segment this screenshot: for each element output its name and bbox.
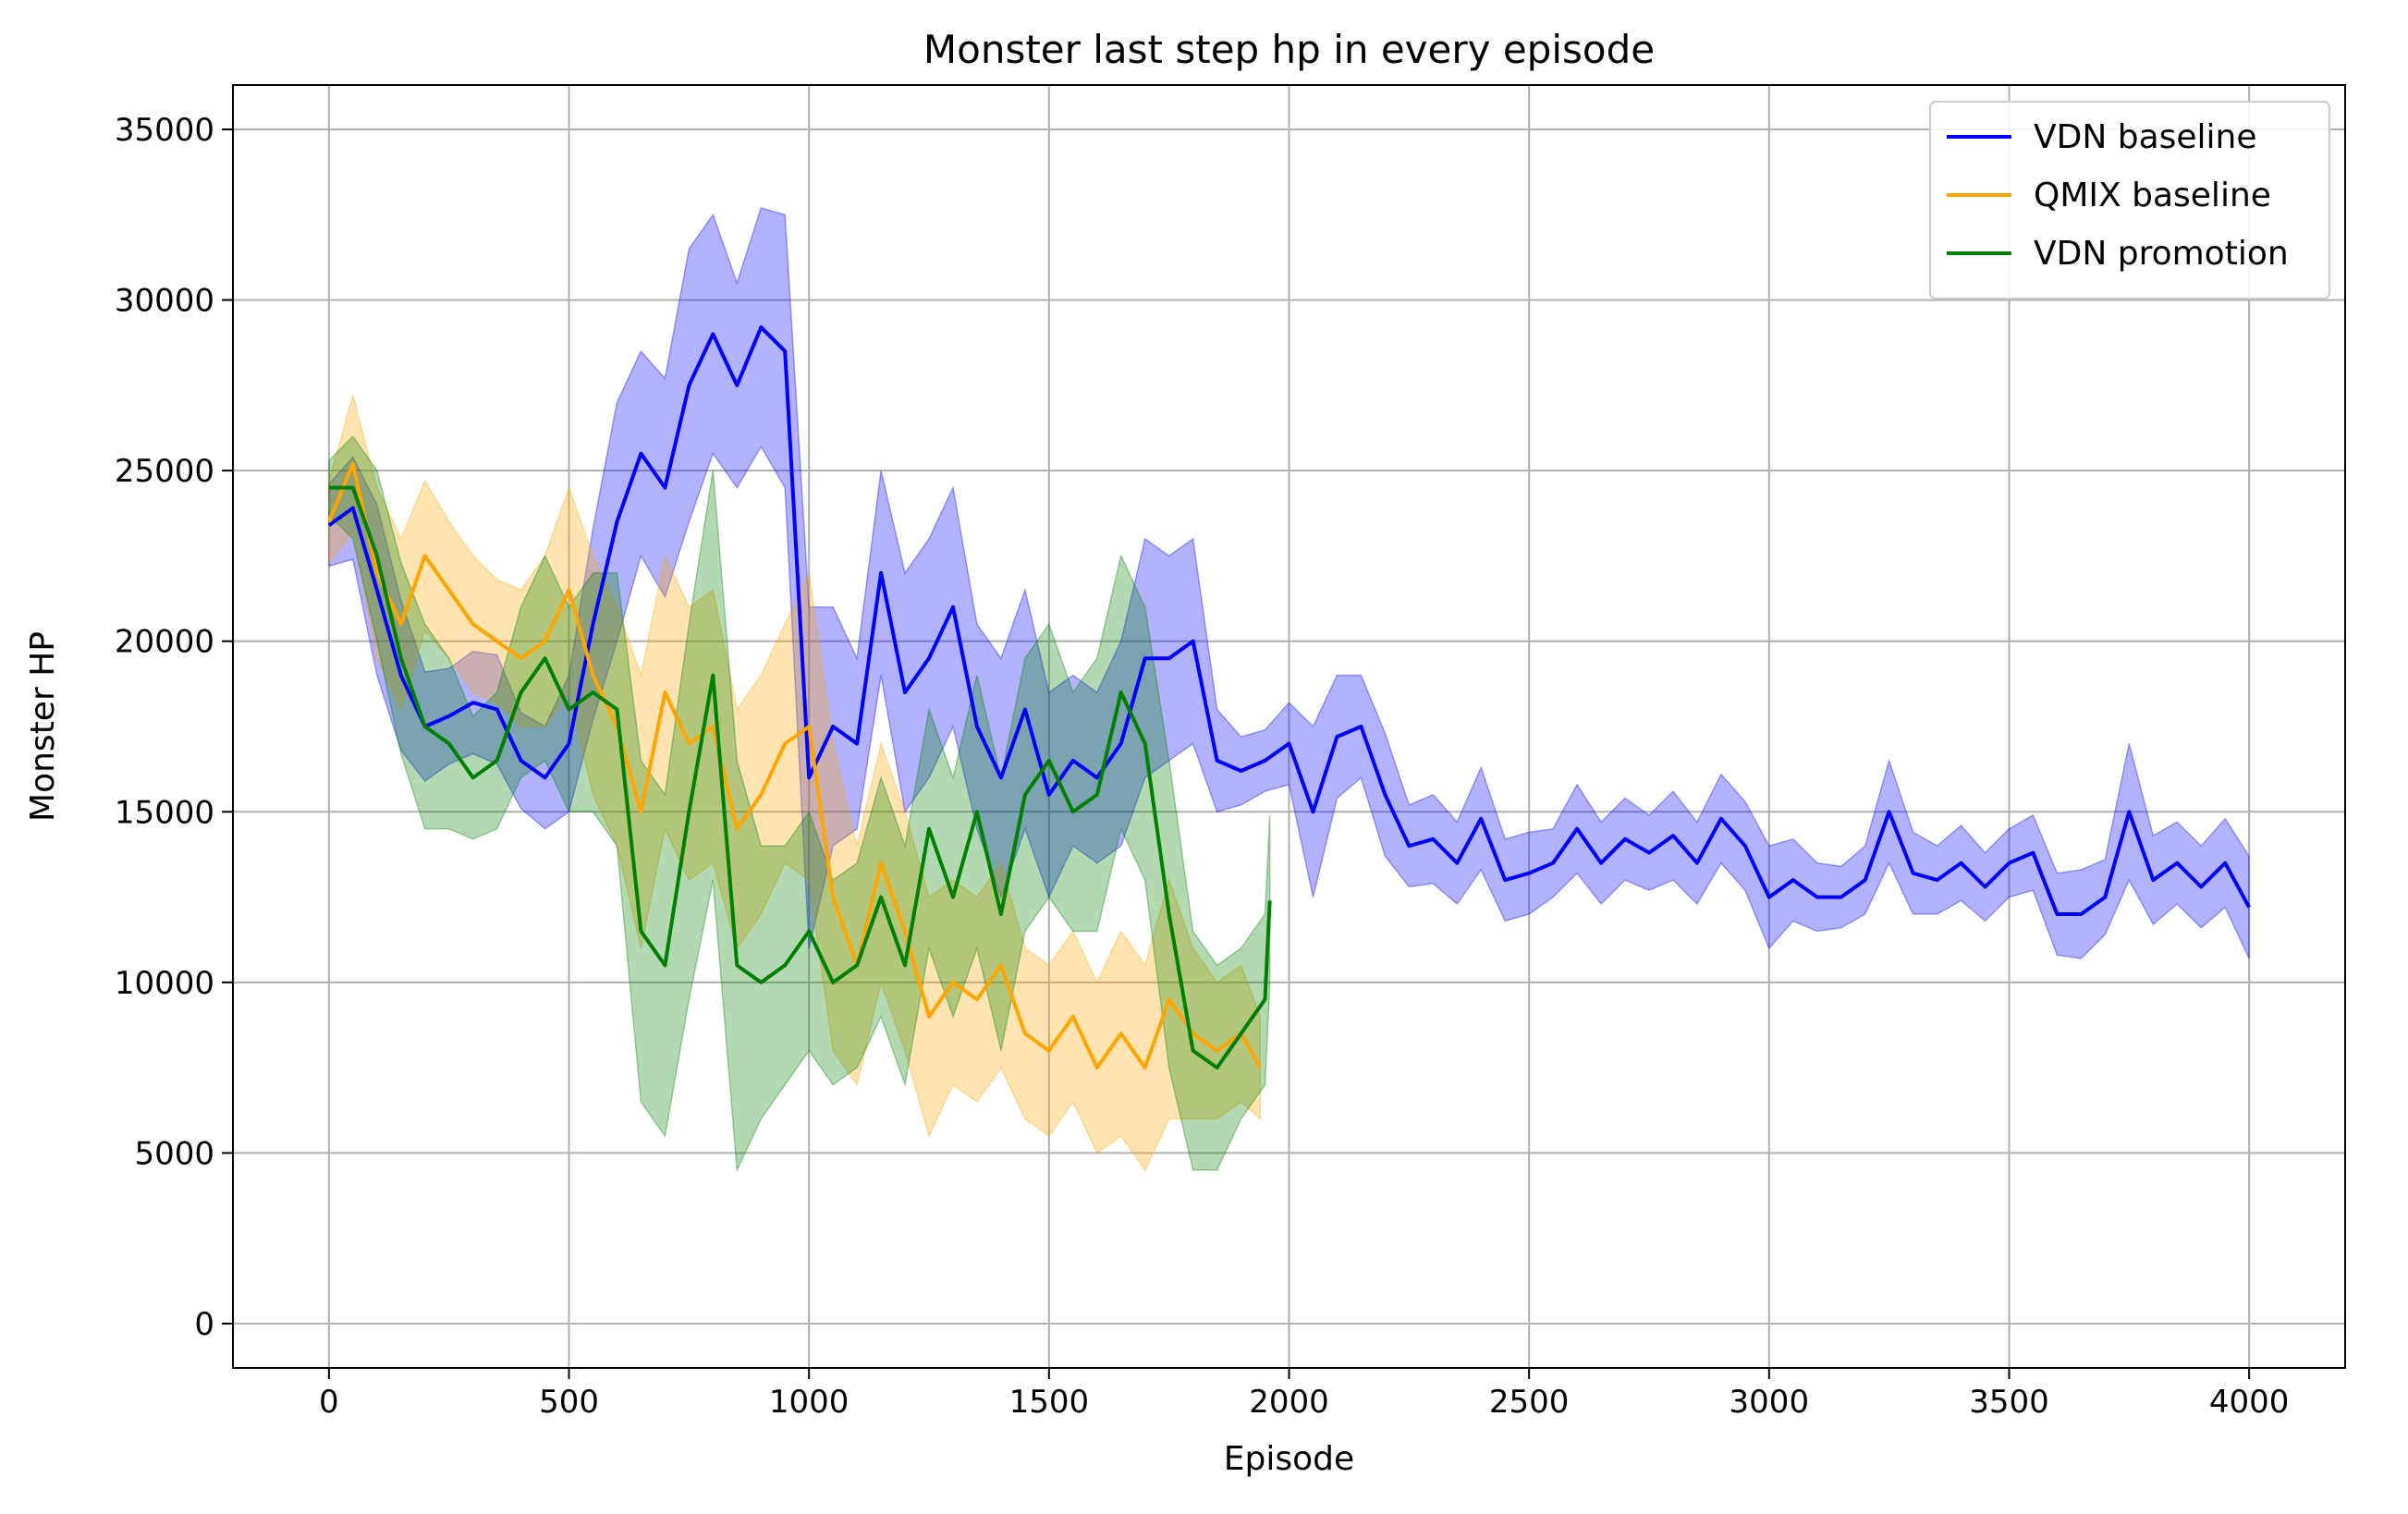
legend: VDN baseline QMIX baseline VDN promotion — [1929, 101, 2330, 299]
legend-label: VDN promotion — [2034, 235, 2289, 273]
y-tick-label: 0 — [194, 1306, 214, 1343]
y-tick-label: 30000 — [115, 283, 214, 320]
x-tick-label: 2000 — [1249, 1384, 1329, 1421]
y-tick-label: 25000 — [115, 453, 214, 490]
series-line — [327, 325, 2251, 916]
legend-label: VDN baseline — [2034, 118, 2257, 156]
legend-box — [1929, 101, 2330, 299]
x-tick-label: 1000 — [769, 1384, 850, 1421]
series-band — [328, 393, 1262, 1172]
x-tick-label: 3000 — [1730, 1384, 1810, 1421]
y-tick-label: 35000 — [115, 112, 214, 149]
series-line — [328, 485, 1272, 1070]
x-tick-label: 3500 — [1969, 1384, 2049, 1421]
x-tick-label: 4000 — [2209, 1384, 2290, 1421]
x-tick-label: 0 — [319, 1384, 339, 1421]
series-lines — [327, 325, 2251, 1070]
series-band — [328, 435, 1271, 1173]
axis-ticks: 0 500 1000 1500 2000 2500 3000 3500 4000 0 5000 100… — [115, 112, 2290, 1421]
series-line — [327, 461, 1263, 1070]
y-tick-label: 5000 — [134, 1135, 214, 1172]
y-tick-label: 10000 — [115, 965, 214, 1002]
legend-label: QMIX baseline — [2034, 177, 2271, 214]
x-tick-label: 500 — [539, 1384, 599, 1421]
y-axis-title: Monster HP — [24, 631, 62, 822]
chart-title: Monster last step hp in every episode — [923, 27, 1655, 72]
y-tick-label: 20000 — [115, 624, 214, 661]
x-tick-label: 2500 — [1489, 1384, 1570, 1421]
x-axis-title: Episode — [1224, 1440, 1354, 1478]
x-tick-label: 1500 — [1009, 1384, 1090, 1421]
y-tick-label: 15000 — [115, 794, 214, 831]
